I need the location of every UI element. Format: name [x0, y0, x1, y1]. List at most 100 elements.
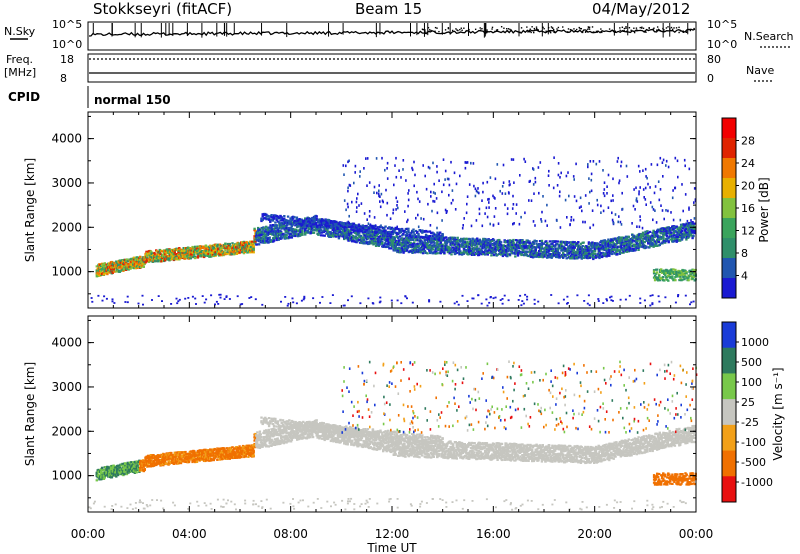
rti-cell	[489, 245, 492, 248]
rti-cell	[625, 237, 629, 240]
rti-cell	[124, 262, 128, 265]
nsearch-point	[537, 29, 539, 32]
rti-cell	[273, 231, 277, 234]
nsearch-point	[653, 27, 655, 29]
rti-cell	[509, 240, 513, 243]
rti-cell	[523, 246, 527, 249]
rti-cell	[530, 248, 533, 251]
rti-cell	[141, 262, 145, 265]
rti-cell	[609, 246, 612, 249]
rti-cell	[547, 244, 551, 247]
rti-cell	[203, 254, 207, 257]
rti-cell	[584, 253, 587, 256]
rti-cell	[259, 240, 262, 243]
nsearch-point	[460, 27, 462, 29]
rti-cell	[639, 242, 642, 246]
rti-cell	[404, 247, 407, 250]
rti-cell	[466, 241, 469, 244]
nsearch-point	[547, 26, 550, 29]
freq-label: Freq.	[6, 53, 33, 66]
rti-cell	[464, 251, 467, 254]
nave-tick-high: 80	[707, 53, 721, 66]
nsearch-point	[612, 30, 615, 32]
rti-cell	[292, 234, 295, 237]
rti-cell	[573, 257, 576, 260]
rti-cell	[218, 252, 222, 255]
rti-cell	[663, 230, 666, 233]
noise-panel-frame	[87, 21, 697, 51]
rti-cell	[108, 264, 112, 267]
rti-cell	[98, 272, 101, 275]
rti-cell	[259, 241, 262, 244]
rti-cell	[560, 242, 563, 245]
rti-cell	[363, 234, 366, 237]
rti-cell	[351, 236, 354, 239]
rti-cell	[544, 247, 547, 250]
rti-cell	[248, 242, 251, 245]
rti-cell	[132, 267, 136, 270]
rti-cell	[618, 249, 622, 252]
rti-cell	[301, 232, 304, 235]
rti-cell	[460, 243, 464, 246]
rti-cell	[470, 243, 474, 246]
rti-cell	[320, 223, 324, 227]
rti-cell	[531, 250, 535, 253]
rti-cell	[218, 250, 221, 253]
rti-cell	[538, 240, 542, 243]
cpid-label: CPID	[8, 90, 40, 104]
rti-cell	[391, 240, 395, 243]
rti-cell	[429, 250, 433, 253]
date-title: 04/May/2012	[592, 0, 690, 18]
rti-cell	[593, 256, 596, 259]
rti-cell	[582, 253, 585, 256]
rti-cell	[161, 250, 164, 253]
nsearch-point	[635, 27, 638, 29]
rti-cell	[233, 253, 236, 256]
rti-cell	[649, 243, 653, 246]
rti-cell	[163, 253, 167, 256]
rti-cell	[163, 259, 167, 262]
nsearch-point	[436, 27, 438, 29]
rti-cell	[454, 249, 458, 252]
rti-cell	[591, 241, 594, 244]
rti-cell	[589, 247, 592, 250]
rti-cell	[182, 247, 185, 250]
nsearch-point	[424, 29, 426, 31]
rti-cell	[221, 250, 224, 253]
rti-cell	[168, 253, 171, 256]
rti-cell	[101, 268, 105, 271]
nsearch-point	[554, 31, 556, 34]
rti-cell	[598, 256, 601, 260]
rti-cell	[374, 234, 377, 237]
rti-cell	[571, 251, 575, 254]
rti-cell	[623, 247, 626, 250]
rti-cell	[263, 227, 266, 230]
rti-cell	[651, 236, 654, 239]
rti-cell	[241, 251, 244, 254]
rti-cell	[256, 235, 259, 238]
nsearch-point	[658, 29, 660, 32]
rti-cell	[278, 221, 281, 224]
rti-cell	[603, 243, 607, 246]
rti-cell	[272, 224, 275, 227]
nsearch-point	[536, 28, 538, 30]
rti-cell	[565, 257, 568, 260]
rti-cell	[601, 251, 605, 254]
nsearch-point	[614, 31, 616, 33]
rti-cell	[485, 246, 489, 249]
rti-cell	[332, 235, 335, 238]
rti-cell	[504, 241, 507, 244]
nsearch-point	[531, 26, 533, 28]
nsearch-point	[494, 30, 496, 33]
rti-cell	[612, 245, 615, 248]
rti-cell	[181, 253, 184, 256]
nsearch-point	[569, 28, 572, 31]
rti-cell	[147, 259, 151, 262]
rti-cell	[384, 240, 388, 243]
rti-cell	[394, 249, 397, 252]
rti-cell	[463, 238, 466, 241]
rti-cell	[568, 249, 571, 252]
rti-cell	[422, 247, 426, 250]
rti-cell	[214, 253, 217, 256]
rti-cell	[158, 251, 161, 254]
